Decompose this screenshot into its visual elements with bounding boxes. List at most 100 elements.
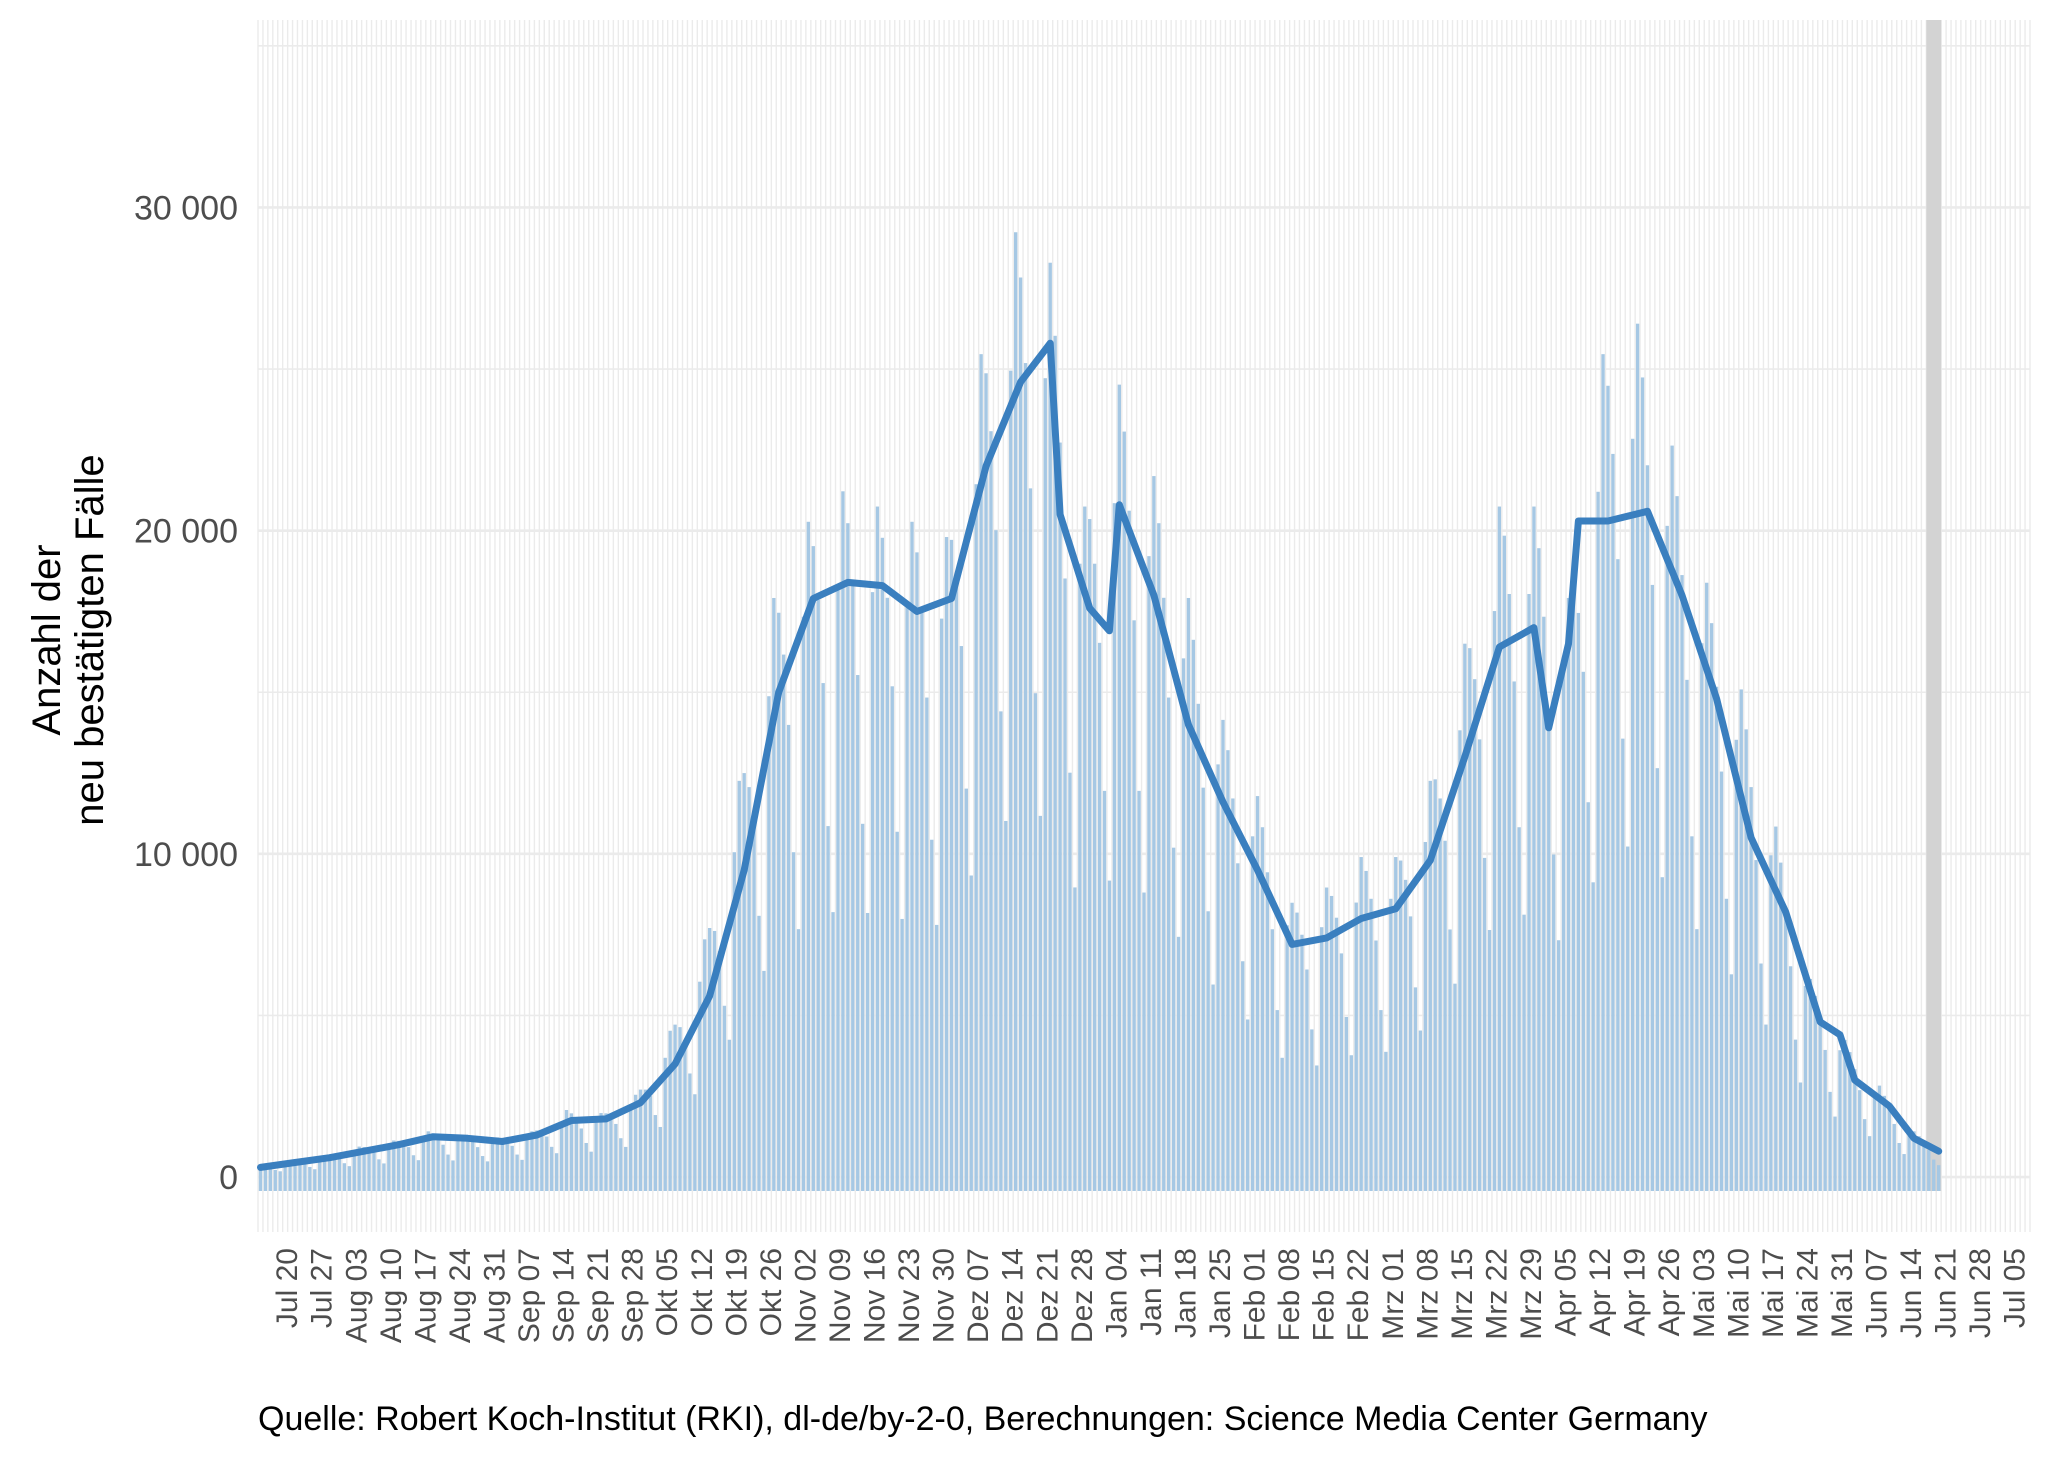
daily-bar	[1216, 764, 1220, 1191]
daily-bar	[1329, 895, 1334, 1191]
daily-bar	[717, 951, 722, 1191]
x-tick-label: Jul 27	[306, 1248, 339, 1328]
daily-bar	[485, 1161, 490, 1191]
daily-bar	[1862, 1119, 1867, 1191]
daily-bar	[1137, 790, 1141, 1191]
daily-bar	[372, 1152, 376, 1191]
daily-bar	[1853, 1069, 1857, 1191]
daily-bar	[569, 1113, 574, 1191]
daily-bar	[1714, 686, 1719, 1191]
daily-bar	[836, 584, 840, 1191]
daily-bar	[1167, 697, 1171, 1191]
daily-bar	[1206, 911, 1210, 1191]
daily-bar	[1226, 750, 1230, 1191]
x-tick-label: Mrz 15	[1446, 1248, 1479, 1340]
x-tick-label: Apr 12	[1584, 1248, 1617, 1336]
daily-bar	[1201, 787, 1205, 1191]
daily-bar	[1788, 966, 1793, 1191]
daily-bar	[584, 1142, 588, 1191]
x-tick-label: Apr 19	[1619, 1248, 1652, 1336]
daily-bar	[1626, 846, 1630, 1191]
daily-bar	[431, 1133, 435, 1191]
daily-bar	[727, 1039, 732, 1191]
daily-bar	[347, 1166, 351, 1191]
daily-bar	[915, 552, 919, 1191]
daily-bar	[1068, 772, 1072, 1191]
daily-bar	[782, 654, 786, 1191]
x-tick-label: Aug 24	[444, 1248, 477, 1343]
x-tick-label: Jan 18	[1170, 1248, 1203, 1338]
daily-bar	[777, 612, 781, 1191]
x-tick-label: Nov 16	[859, 1248, 892, 1343]
daily-bar	[742, 773, 746, 1191]
daily-bar	[273, 1169, 277, 1191]
x-tick-label: Feb 15	[1308, 1248, 1341, 1341]
daily-bar	[910, 521, 914, 1191]
daily-bar	[974, 484, 978, 1192]
daily-bar	[628, 1107, 633, 1191]
daily-bar	[1927, 1150, 1931, 1191]
daily-bar	[337, 1158, 342, 1191]
x-axis-tick-labels: Jul 20 Jul 27 Aug 03 Aug 10 Aug 17 Aug 24 Aug …	[271, 1248, 2032, 1343]
daily-bar	[1117, 384, 1121, 1191]
x-tick-label: Feb 22	[1342, 1248, 1375, 1341]
daily-bar	[1384, 1051, 1388, 1191]
daily-bar	[1408, 916, 1413, 1191]
daily-bar	[1665, 525, 1669, 1191]
daily-bar	[673, 1024, 677, 1191]
daily-bar	[1013, 232, 1018, 1192]
daily-bar	[870, 592, 875, 1191]
daily-bar	[1438, 798, 1442, 1191]
daily-bar	[525, 1138, 529, 1191]
daily-bar	[362, 1147, 366, 1191]
daily-bar	[1882, 1095, 1887, 1191]
daily-bar	[944, 537, 949, 1191]
daily-bar	[377, 1159, 381, 1191]
daily-bar	[1784, 910, 1788, 1191]
daily-bar	[1157, 523, 1161, 1191]
daily-bar	[1004, 820, 1008, 1191]
daily-bar	[732, 852, 736, 1191]
daily-bar	[520, 1159, 524, 1191]
y-tick-label: 30 000	[134, 189, 238, 227]
daily-bar	[633, 1094, 638, 1191]
daily-bar	[1596, 491, 1600, 1191]
daily-bar	[1729, 974, 1734, 1191]
daily-bar	[1902, 1154, 1906, 1191]
daily-bar	[737, 780, 741, 1191]
daily-bar	[475, 1147, 480, 1191]
daily-bar	[811, 546, 815, 1191]
daily-bar	[757, 915, 761, 1191]
daily-bar	[856, 675, 860, 1191]
daily-bar	[283, 1163, 287, 1191]
daily-bar	[263, 1166, 268, 1191]
daily-bar	[589, 1151, 593, 1191]
daily-bar	[1848, 1052, 1852, 1191]
daily-bar	[984, 373, 988, 1191]
daily-bar	[693, 1094, 697, 1191]
x-tick-label: Dez 07	[962, 1248, 995, 1343]
x-tick-label: Aug 03	[340, 1248, 373, 1343]
daily-bar	[495, 1137, 500, 1191]
daily-bar	[1102, 790, 1107, 1191]
daily-bar	[1473, 679, 1477, 1191]
daily-bar	[1320, 927, 1324, 1191]
daily-bar	[1887, 1108, 1891, 1191]
daily-bar	[969, 875, 973, 1191]
daily-bar	[1186, 597, 1191, 1191]
y-axis-title-line-2: neu bestätigten Fälle	[68, 454, 112, 825]
daily-bar	[821, 683, 825, 1191]
daily-bar	[619, 1138, 623, 1191]
daily-bar	[1285, 925, 1289, 1191]
daily-bar	[1463, 643, 1467, 1191]
daily-bar	[1028, 488, 1033, 1191]
daily-bar	[1211, 984, 1215, 1191]
daily-bar	[663, 1057, 667, 1191]
daily-bar	[426, 1131, 430, 1191]
daily-bar	[604, 1113, 608, 1191]
daily-bar	[1561, 662, 1566, 1191]
daily-bar	[382, 1163, 386, 1191]
daily-bar	[1774, 826, 1778, 1191]
daily-bar	[1399, 860, 1403, 1191]
